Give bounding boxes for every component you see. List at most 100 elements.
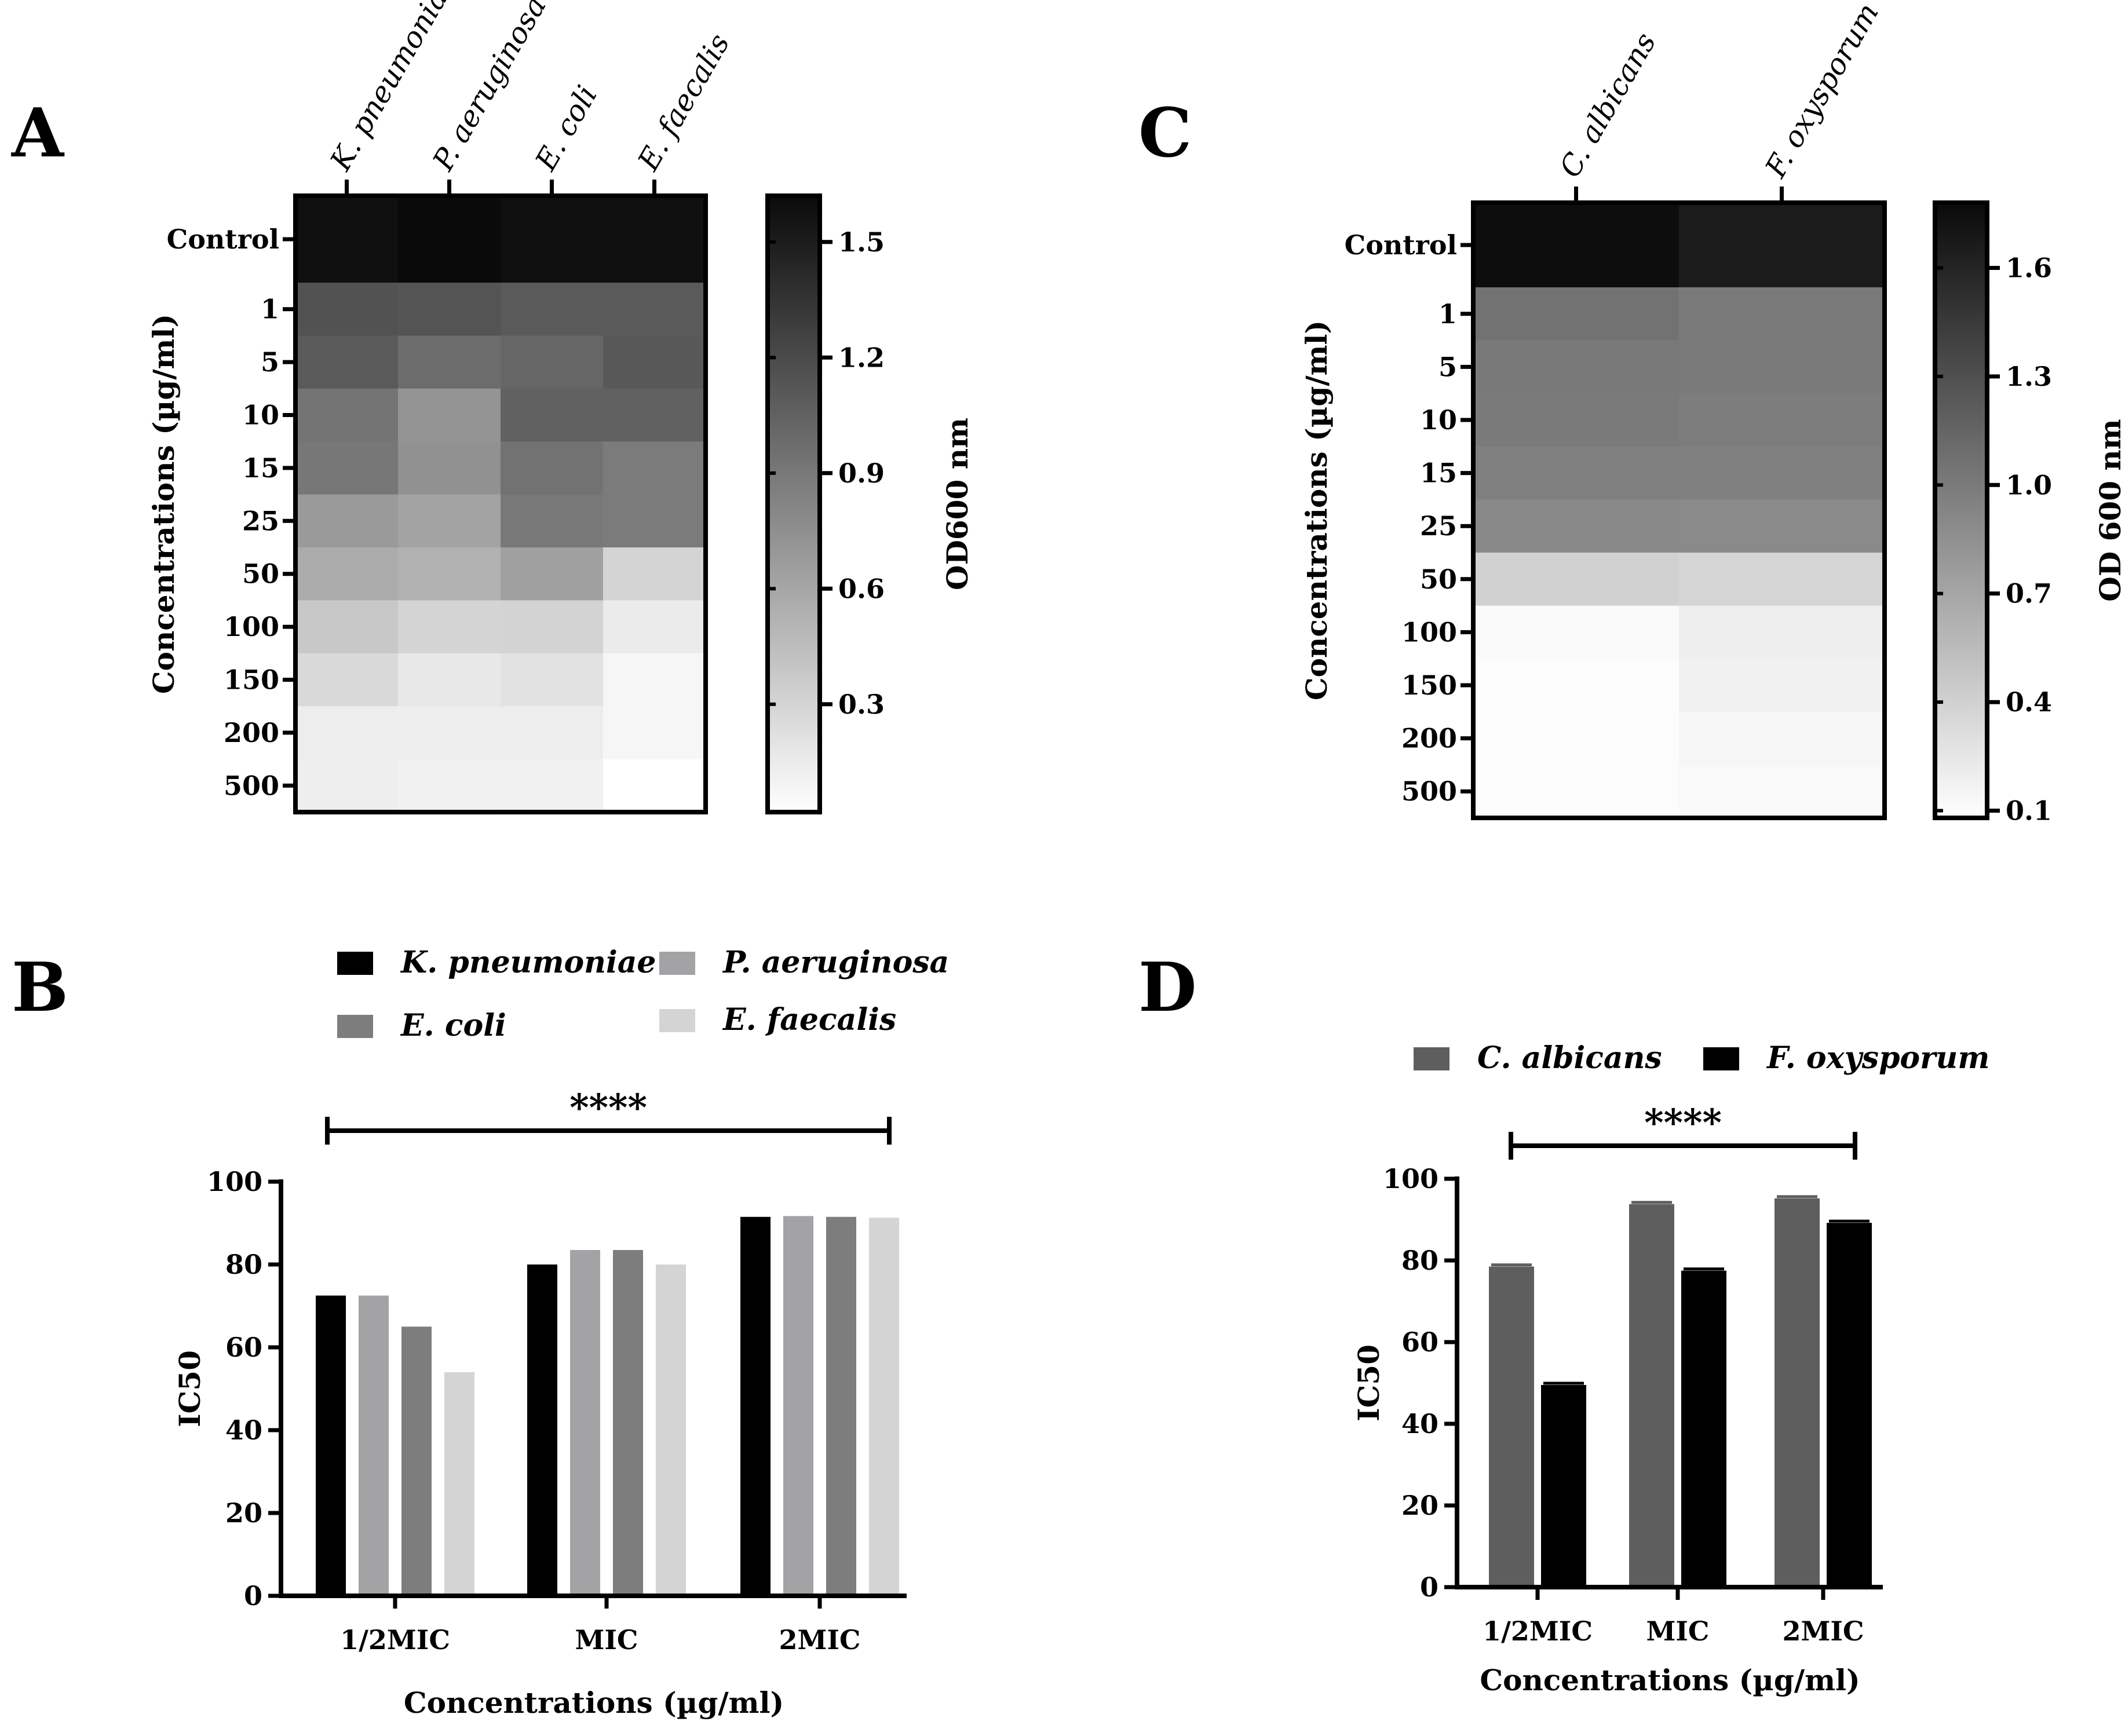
- row-label: 5: [261, 346, 279, 378]
- y-tick-label: 100: [1383, 1163, 1438, 1194]
- row-label: 10: [242, 400, 279, 431]
- y-tick-label: 40: [225, 1415, 262, 1446]
- row-label: 5: [1438, 351, 1457, 382]
- legend-swatch: [337, 1015, 373, 1038]
- bar: [826, 1216, 856, 1596]
- panel-letter-C: C: [1138, 94, 1192, 173]
- heatmap-cell: [603, 388, 706, 442]
- row-label: Control: [1345, 229, 1457, 261]
- row-label: 15: [1420, 458, 1457, 489]
- heatmap-cell: [501, 196, 604, 283]
- heatmap-cell: [1679, 203, 1885, 288]
- heatmap-cell: [1679, 340, 1885, 394]
- y-tick-label: 0: [1420, 1571, 1438, 1603]
- legend-swatch: [337, 952, 373, 975]
- heatmap-cell: [1679, 711, 1885, 765]
- column-label: C. albicans: [1553, 27, 1663, 183]
- heatmap-cell: [501, 653, 604, 707]
- heatmap-cell: [398, 653, 501, 707]
- heatmap-cell: [501, 335, 604, 389]
- row-label: 25: [1420, 510, 1457, 542]
- y-tick-label: 80: [1401, 1245, 1438, 1276]
- row-label: 50: [1420, 564, 1457, 595]
- heatmap-cell: [398, 283, 501, 336]
- heatmap-cell: [295, 759, 399, 813]
- heatmap-cell: [1473, 605, 1679, 659]
- heatmap-frame: [1471, 200, 1887, 820]
- heatmap-cell: [398, 547, 501, 601]
- row-label: Control: [167, 224, 279, 255]
- column-label: E. coli: [528, 80, 604, 177]
- heatmap-cell: [501, 283, 604, 336]
- y-tick-label: 20: [225, 1497, 262, 1529]
- row-label: 15: [242, 452, 279, 484]
- colorbar: [1933, 200, 1989, 820]
- colorbar-tick-label: 0.7: [2006, 578, 2052, 609]
- heatmap-cell: [1679, 393, 1885, 447]
- row-label: 200: [224, 717, 279, 748]
- heatmap-cell: [1679, 287, 1885, 341]
- x-tick-label: 2MIC: [779, 1624, 860, 1655]
- heatmap-cell: [398, 335, 501, 389]
- heatmap-cell: [295, 547, 399, 601]
- colorbar-tick-label: 0.6: [838, 573, 885, 604]
- heatmap-cell: [295, 494, 399, 548]
- y-tick-label: 20: [1401, 1490, 1438, 1521]
- colorbar-tick-label: 1.0: [2006, 469, 2052, 500]
- legend-label: P. aeruginosa: [722, 945, 949, 980]
- colorbar-tick-label: 1.6: [2006, 252, 2052, 283]
- colorbar-label: OD 600 nm: [2093, 419, 2125, 601]
- heatmap-cell: [1473, 287, 1679, 341]
- colorbar-tick-label: 0.3: [838, 689, 885, 720]
- heatmap-cell: [1679, 446, 1885, 500]
- heatmap-cell: [398, 759, 501, 813]
- bar-panel-D: D 0 20 40 60 80 100 1/2MIC MIC 2MIC Concentrations…: [1138, 948, 1989, 1697]
- heatmap-cell: [1473, 203, 1679, 288]
- heatmap-cell: [1473, 393, 1679, 447]
- y-tick-label: 80: [225, 1249, 262, 1280]
- heatmap-cell: [295, 335, 399, 389]
- bar: [444, 1372, 474, 1596]
- colorbar: [765, 193, 822, 814]
- bar: [1629, 1204, 1674, 1587]
- heatmap-cell: [1473, 553, 1679, 606]
- colorbar-tick-label: 0.4: [2006, 686, 2052, 718]
- bar: [783, 1216, 813, 1596]
- legend-label: E. coli: [400, 1008, 506, 1043]
- y-tick-label: 60: [225, 1332, 262, 1363]
- colorbar-tick-label: 0.9: [838, 458, 885, 489]
- panel-letter-B: B: [12, 948, 68, 1027]
- colorbar-label: OD600 nm: [940, 418, 974, 590]
- y-axis-label: IC50: [173, 1350, 207, 1427]
- row-label: 150: [224, 664, 279, 696]
- heatmap-cell: [501, 494, 604, 548]
- legend-label: E. faecalis: [722, 1002, 896, 1037]
- legend-label: F. oxysporum: [1766, 1040, 1989, 1076]
- y-tick-label: 100: [207, 1166, 262, 1197]
- heatmap-cell: [603, 494, 706, 548]
- heatmap-cell: [1473, 340, 1679, 394]
- bar: [613, 1249, 643, 1596]
- heatmap-cell: [603, 653, 706, 707]
- heatmap-cell: [295, 196, 399, 283]
- heatmap-cell: [1473, 446, 1679, 500]
- heatmap-cell: [603, 600, 706, 654]
- heatmap-cell: [1679, 659, 1885, 712]
- heatmap-cell: [1473, 765, 1679, 818]
- bar: [656, 1264, 686, 1596]
- heatmap-cell: [398, 600, 501, 654]
- heatmap-cell: [1679, 765, 1885, 818]
- bar: [401, 1326, 432, 1596]
- heatmap-cell: [1679, 605, 1885, 659]
- column-label: F. oxysporum: [1758, 0, 1885, 184]
- heatmap-cell: [501, 441, 604, 495]
- heatmap-cell: [603, 759, 706, 813]
- column-label: E. faecalis: [631, 28, 736, 176]
- legend-swatch: [1414, 1047, 1449, 1070]
- heatmap-cell: [398, 494, 501, 548]
- heatmap-cell: [603, 283, 706, 336]
- y-tick-label: 40: [1401, 1408, 1438, 1439]
